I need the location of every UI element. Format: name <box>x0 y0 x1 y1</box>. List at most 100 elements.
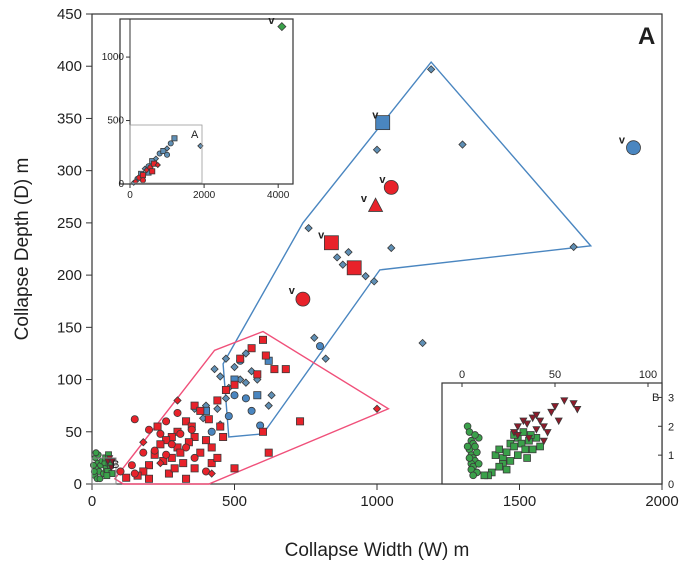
diamond-small-point <box>372 145 382 154</box>
inset-b-point <box>536 442 544 451</box>
inset-b-point <box>532 426 541 434</box>
y-tick-label: 400 <box>57 58 82 75</box>
circle-small-point <box>144 425 153 434</box>
inset-point <box>163 145 171 152</box>
circle-tiny-point <box>96 475 104 483</box>
red-envelope <box>113 330 390 485</box>
square-small-point <box>170 464 179 473</box>
inset-top-left-points: v <box>130 15 287 186</box>
v-label: v <box>379 174 386 186</box>
inset-b-point <box>569 400 578 408</box>
square-small-point <box>144 474 153 483</box>
square-small-point <box>122 473 131 482</box>
diamond-small-point <box>207 469 216 478</box>
inset-b-point <box>539 437 548 446</box>
diamond-small-point <box>216 372 225 381</box>
inset-point <box>160 147 167 154</box>
inset-b-point <box>554 417 563 426</box>
circle-large-point <box>295 291 311 307</box>
square-small-point <box>204 415 213 424</box>
main-axes: 0 500 1000 1500 2000050100150200250300350400… <box>57 6 679 510</box>
inset-bottom-right-label: B <box>652 392 659 404</box>
square-small-point <box>190 464 199 473</box>
square-small-point <box>190 401 199 410</box>
circle-small-point <box>162 417 171 426</box>
circle-small-point <box>315 342 324 351</box>
inset-b-x-tick-label: 0 <box>459 369 465 381</box>
circle-small-point <box>130 415 139 424</box>
diamond-small-point <box>387 243 396 253</box>
inset-bottom-right-points <box>463 397 582 480</box>
inset-b-point <box>536 417 545 426</box>
inset-b-point <box>502 448 511 457</box>
circle-small-point <box>247 406 256 415</box>
diamond-small-point <box>569 242 578 252</box>
inset-b-point <box>521 445 530 454</box>
diamond-small-point <box>230 362 239 372</box>
square-small-point <box>253 391 262 400</box>
diamond-small-point <box>173 396 182 405</box>
inset-x-tick-label: 0 <box>127 190 133 201</box>
circle-large-point <box>626 140 641 156</box>
inset-y-tick-label: 500 <box>107 116 124 127</box>
x-tick-label: 0 <box>88 493 96 510</box>
inset-point <box>149 168 156 175</box>
zoom-box-a-label: A <box>191 129 199 141</box>
inset-b-point <box>506 457 515 465</box>
zoom-box-a <box>129 124 203 184</box>
circle-large-point <box>383 179 399 195</box>
circle-small-point <box>162 450 171 459</box>
v-label: v <box>318 230 325 242</box>
inset-b-point <box>513 431 522 440</box>
square-small-point <box>153 422 162 431</box>
inset-point <box>139 177 146 184</box>
x-tick-label: 1000 <box>360 493 393 510</box>
square-small-point <box>156 440 165 449</box>
inset-b-point <box>502 465 511 474</box>
square-small-point <box>258 427 267 436</box>
circle-small-point <box>201 467 210 476</box>
zoom-box-b <box>91 457 117 485</box>
diamond-small-point <box>361 271 370 281</box>
v-label: v <box>619 135 626 147</box>
square-small-point <box>182 417 191 426</box>
inset-v-label: v <box>268 15 275 27</box>
inset-b-x-tick-label: 50 <box>549 369 561 381</box>
x-tick-label: 2000 <box>645 493 678 510</box>
circle-small-point <box>190 453 199 462</box>
square-small-point <box>196 448 205 457</box>
y-tick-label: 100 <box>57 372 82 389</box>
inset-b-point <box>523 454 531 462</box>
inset-b-point <box>528 414 537 423</box>
inset-top-left: 0 2000 4000 0 500 1000 v A <box>102 15 294 201</box>
blue-envelope <box>222 60 593 438</box>
inset-b-point <box>523 420 532 428</box>
y-tick-label: 50 <box>65 424 82 441</box>
square-small-point <box>162 436 171 445</box>
diamond-small-point <box>426 65 436 74</box>
square-small-point <box>221 385 230 394</box>
inset-b-point <box>560 397 569 405</box>
y-tick-label: 350 <box>57 110 82 127</box>
square-small-point <box>196 406 205 415</box>
inset-b-y-tick-label: 2 <box>668 421 674 433</box>
circle-small-point <box>230 391 239 400</box>
inset-b-y-tick-label: 1 <box>668 450 674 462</box>
square-small-point <box>264 448 273 457</box>
inset-x-tick-label: 2000 <box>193 190 216 201</box>
inset-b-point <box>471 431 479 439</box>
inset-point <box>277 22 287 32</box>
circle-small-point <box>187 425 196 434</box>
inset-point <box>164 151 171 158</box>
y-tick-label: 450 <box>57 6 82 23</box>
inset-b-point <box>524 434 534 443</box>
inset-b-point <box>514 451 522 459</box>
square-tiny-point <box>103 472 111 480</box>
v-label: v <box>372 109 379 121</box>
diamond-small-point <box>418 338 427 348</box>
inset-b-x-tick-label: 100 <box>639 369 657 381</box>
diamond-small-point <box>221 354 231 363</box>
diamond-small-point <box>310 333 319 342</box>
circle-small-point <box>116 467 125 476</box>
inset-x-tick-label: 4000 <box>267 190 290 201</box>
